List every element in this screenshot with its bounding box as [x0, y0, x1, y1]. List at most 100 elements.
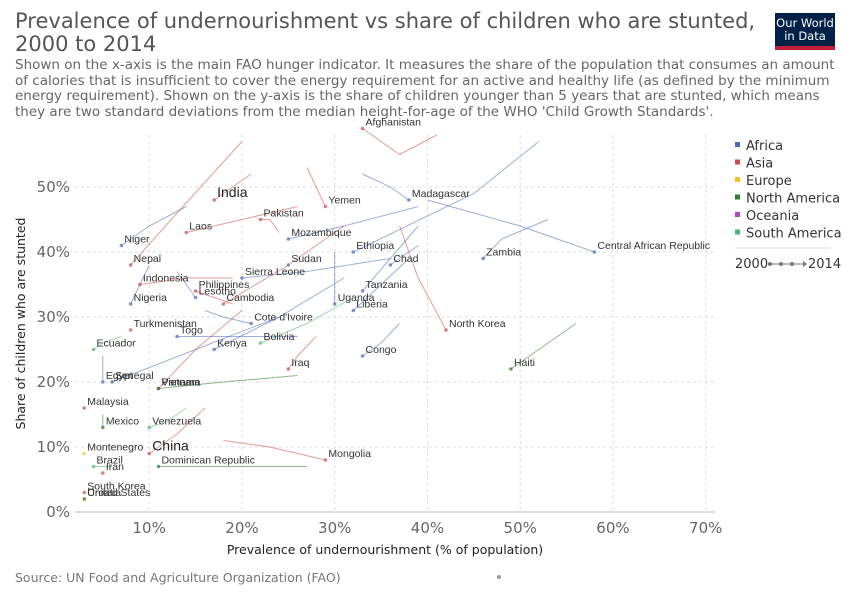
trajectory-liberia [352, 258, 410, 311]
trajectory-north-korea [399, 225, 447, 331]
point-brazil [91, 464, 96, 469]
point-yemen [323, 204, 328, 209]
point-nigeria [128, 302, 133, 306]
point-haiti [509, 367, 513, 371]
point-chad [388, 263, 393, 267]
trajectory-central-african-republic [427, 199, 595, 253]
label-niger: Niger [124, 234, 150, 246]
legend-label-europe: Europe [746, 174, 792, 189]
trajectory-niger [121, 206, 187, 246]
point-montenegro [82, 451, 87, 456]
point-senegal [110, 380, 114, 384]
trajectory-sierra-leone [241, 258, 391, 279]
trajectory-lines [93, 128, 595, 467]
label-ethiopia: Ethiopia [356, 240, 394, 252]
trajectory-chad [390, 245, 419, 266]
label-mexico: Mexico [106, 416, 139, 428]
point-kenya [212, 347, 216, 352]
point-mongolia [323, 458, 328, 462]
chart-subtitle: Shown on the x-axis is the main FAO hung… [15, 58, 835, 120]
trajectory-yemen [306, 167, 326, 207]
label-nigeria: Nigeria [134, 292, 167, 304]
x-tick-label: 30% [318, 519, 351, 537]
label-brazil: Brazil [97, 455, 123, 467]
time-marker [768, 262, 772, 266]
point-malaysia [82, 406, 87, 410]
label-malaysia: Malaysia [87, 396, 129, 408]
legend-swatch-africa [735, 142, 740, 147]
y-tick-label: 50% [37, 178, 70, 196]
label-united-states: United States [87, 487, 150, 499]
point-zambia [481, 256, 485, 261]
label-mozambique: Mozambique [291, 227, 351, 239]
time-arrow [803, 261, 807, 267]
point-cambodia [221, 302, 226, 306]
label-north-korea: North Korea [449, 318, 506, 330]
y-tick-label: 10% [37, 438, 70, 456]
label-south-korea: South Korea [87, 481, 146, 493]
trajectory-china [148, 407, 206, 454]
label-panama: Panama [161, 377, 200, 389]
point-liberia [351, 308, 356, 313]
trajectory-panama [158, 375, 298, 389]
x-tick-label: 40% [411, 519, 444, 537]
legend-label-oceania: Oceania [746, 209, 799, 224]
x-tick-label: 50% [504, 519, 537, 537]
trajectory-laos [186, 206, 298, 233]
trajectory-ecuador [93, 336, 122, 350]
point-bolivia [258, 341, 263, 345]
label-zambia: Zambia [486, 247, 521, 259]
x-tick-label: 70% [689, 519, 722, 537]
label-vietnam: Vietnam [161, 377, 200, 389]
point-cote-d-ivoire [249, 321, 254, 326]
label-philippines: Philippines [199, 279, 250, 291]
trajectory-cote-d-ivoire [204, 310, 252, 324]
label-sudan: Sudan [291, 253, 322, 265]
legend-swatch-north-america [735, 194, 740, 200]
label-central-african-republic: Central African Republic [597, 240, 710, 252]
label-montenegro: Montenegro [87, 442, 143, 454]
point-uganda [332, 302, 337, 306]
point-ethiopia [351, 250, 356, 254]
trajectory-madagascar [362, 173, 410, 201]
x-axis-title: Prevalence of undernourishment (% of pop… [227, 542, 543, 557]
data-points [82, 126, 597, 501]
trajectory-tanzania [362, 225, 419, 292]
label-iraq: Iraq [291, 357, 309, 369]
point-lesotho [193, 295, 198, 300]
y-tick-label: 20% [37, 373, 70, 391]
point-iraq [286, 367, 291, 371]
point-mozambique [286, 237, 291, 241]
trajectory-ethiopia [353, 141, 540, 253]
trajectory-indonesia [139, 277, 233, 285]
label-laos: Laos [189, 221, 212, 233]
label-china: China [152, 438, 189, 454]
label-iran: Iran [106, 461, 124, 473]
point-laos [184, 230, 189, 235]
trajectory-afghanistan [362, 128, 437, 156]
label-sierra-leone: Sierra Leone [245, 266, 305, 278]
trajectory-nepal [130, 141, 243, 266]
trajectory-haiti [510, 323, 577, 370]
point-tanzania [360, 289, 365, 293]
y-axis-title: Share of children who are stunted [13, 218, 28, 430]
point-sudan [286, 263, 291, 267]
point-united-states [82, 497, 87, 501]
point-venezuela [147, 425, 152, 430]
label-indonesia: Indonesia [143, 273, 189, 285]
label-lesotho: Lesotho [199, 286, 237, 298]
point-china [147, 451, 152, 456]
point-south-korea [82, 490, 87, 495]
x-tick-label: 20% [225, 519, 258, 537]
chart-title: Prevalence of undernourishment vs share … [15, 9, 756, 56]
point-philippines [193, 289, 198, 293]
source-note: Source: UN Food and Agriculture Organiza… [15, 570, 341, 585]
label-pakistan: Pakistan [264, 208, 304, 220]
legend-label-south-america: South America [746, 227, 842, 242]
point-turkmenistan [128, 328, 133, 332]
owid-logo[interactable]: Our World in Data [775, 13, 835, 50]
label-mongolia: Mongolia [328, 448, 371, 460]
label-togo: Togo [180, 325, 203, 337]
label-cambodia: Cambodia [226, 292, 274, 304]
legend-swatch-oceania [735, 212, 740, 217]
